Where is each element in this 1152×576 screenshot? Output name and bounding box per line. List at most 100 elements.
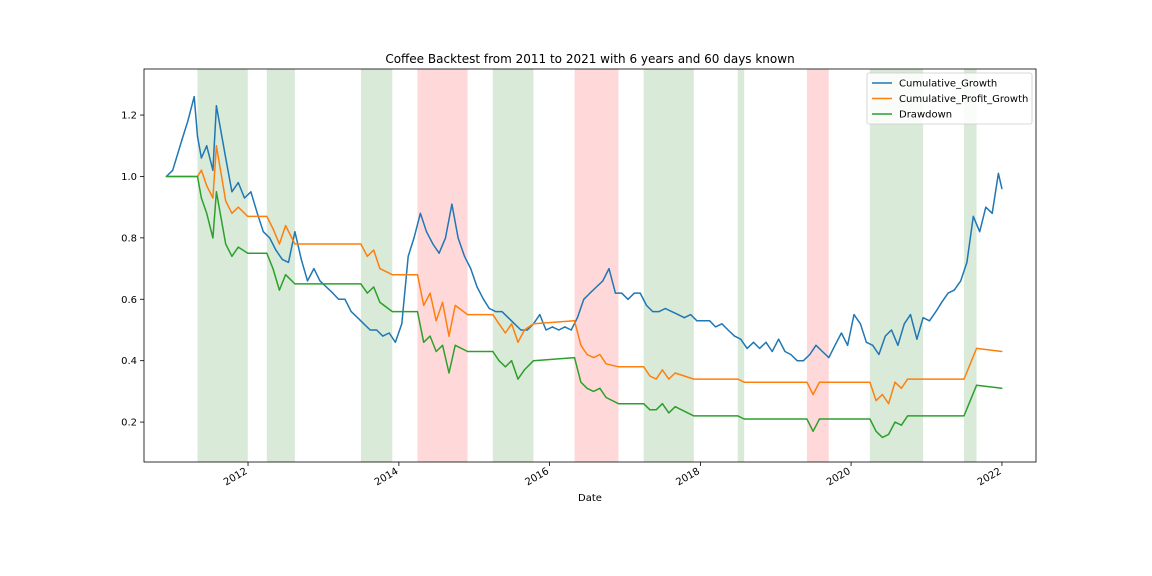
- data-point: [922, 378, 924, 380]
- data-point: [558, 329, 560, 331]
- data-point: [639, 292, 641, 294]
- data-point: [947, 292, 949, 294]
- data-point: [278, 243, 280, 245]
- data-point: [853, 314, 855, 316]
- data-point: [916, 338, 918, 340]
- data-point: [284, 274, 287, 276]
- data-point: [997, 172, 1000, 174]
- data-point: [759, 347, 761, 349]
- data-point: [733, 335, 736, 337]
- data-point: [643, 403, 645, 405]
- data-point: [250, 191, 252, 193]
- data-point: [790, 353, 792, 356]
- data-point: [586, 353, 588, 356]
- data-point: [196, 175, 199, 178]
- data-point: [671, 310, 673, 313]
- data-point: [608, 267, 610, 270]
- data-point: [237, 246, 239, 248]
- shaded-region-10: [869, 69, 924, 462]
- data-point: [661, 369, 664, 371]
- data-point: [922, 317, 924, 319]
- data-point: [614, 292, 616, 294]
- data-point: [806, 418, 808, 420]
- data-point: [212, 169, 214, 171]
- data-point: [212, 197, 214, 199]
- data-point: [423, 304, 425, 307]
- data-point: [498, 360, 500, 362]
- data-point: [605, 396, 607, 399]
- data-point: [818, 381, 821, 383]
- data-point: [922, 415, 924, 417]
- data-point: [366, 255, 368, 257]
- data-point: [287, 261, 290, 264]
- series-drawdown: [165, 175, 1003, 439]
- data-point: [859, 323, 861, 325]
- data-point: [796, 360, 798, 362]
- data-point: [693, 415, 695, 417]
- data-point: [903, 323, 905, 325]
- data-point: [821, 350, 823, 353]
- legend: Cumulative_Growth Cumulative_Profit_Growt…: [866, 72, 1033, 125]
- data-point: [225, 157, 227, 159]
- data-point: [196, 135, 199, 138]
- data-point: [928, 320, 931, 322]
- data-point: [576, 317, 579, 319]
- data-point: [495, 310, 497, 313]
- data-point: [425, 231, 428, 233]
- data-point: [344, 298, 346, 300]
- y-tick-label: 0.8: [121, 233, 137, 244]
- data-point: [966, 261, 968, 264]
- plot-frame: [143, 68, 1037, 463]
- data-point: [373, 286, 375, 288]
- data-point: [941, 301, 943, 303]
- data-point: [325, 286, 328, 288]
- data-point: [247, 215, 249, 217]
- data-point: [366, 292, 368, 294]
- chart-title: Coffee Backtest from 2011 to 2021 with 6…: [385, 52, 794, 66]
- y-tick-label: 0.4: [121, 356, 137, 367]
- data-point: [523, 369, 525, 371]
- data-point: [360, 283, 362, 285]
- data-point: [661, 403, 664, 405]
- data-point: [702, 320, 704, 322]
- data-point: [382, 335, 384, 337]
- data-point: [407, 255, 409, 257]
- y-axis: 0.2 0.4 0.6 0.8 1.0 1.2: [121, 111, 144, 429]
- y-tick-label: 0.2: [121, 418, 137, 429]
- shaded-region-11: [963, 69, 977, 462]
- series-cumulative-growth: [165, 95, 1003, 362]
- data-point: [510, 360, 513, 362]
- x-axis-label: Date: [578, 493, 602, 504]
- data-point: [935, 310, 937, 313]
- data-point: [517, 378, 519, 380]
- shaded-region-4: [417, 69, 468, 462]
- data-point: [379, 267, 381, 270]
- data-point: [620, 292, 623, 294]
- data-point: [476, 286, 478, 288]
- data-point: [714, 326, 717, 328]
- data-point: [709, 320, 711, 322]
- data-point: [193, 96, 195, 98]
- data-point: [272, 267, 274, 270]
- data-point: [215, 191, 218, 193]
- data-point: [960, 280, 962, 282]
- data-point: [737, 378, 739, 380]
- data-point: [727, 329, 729, 331]
- data-point: [875, 399, 877, 402]
- data-point: [869, 381, 871, 383]
- data-point: [454, 304, 456, 307]
- data-point: [467, 314, 469, 316]
- data-point: [231, 255, 233, 257]
- data-point: [504, 332, 506, 334]
- data-point: [580, 344, 582, 346]
- data-point: [206, 185, 208, 187]
- data-point: [231, 212, 233, 214]
- data-point: [225, 200, 227, 202]
- data-point: [432, 243, 434, 245]
- data-point: [743, 418, 745, 420]
- data-point: [448, 335, 450, 337]
- data-point: [674, 372, 676, 374]
- data-point: [498, 323, 500, 325]
- series-line: [166, 175, 1002, 439]
- data-point: [438, 252, 440, 254]
